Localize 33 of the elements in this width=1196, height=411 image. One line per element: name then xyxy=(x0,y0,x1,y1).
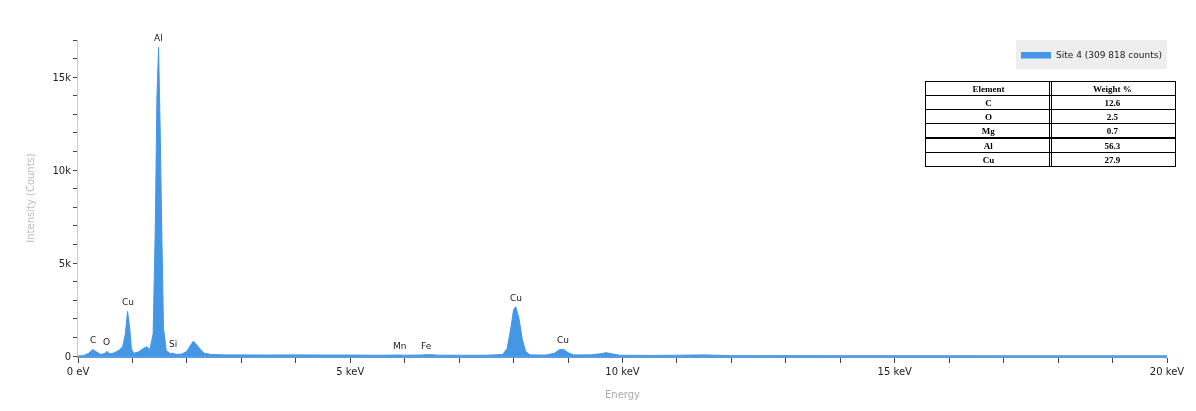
annotation: Al xyxy=(154,33,163,43)
annotation: Mn xyxy=(393,341,407,351)
annotation: Mg xyxy=(981,125,996,136)
annotation: Fe xyxy=(421,341,432,351)
annotation: Weight % xyxy=(1093,83,1132,94)
annotation: Al xyxy=(983,140,994,151)
x-tick-label: 5 keV xyxy=(336,366,365,377)
y-tick-label: 5k xyxy=(58,257,72,269)
y-tick-label: 10k xyxy=(52,164,72,176)
x-tick-label: 20 keV xyxy=(1149,366,1185,377)
x-tick-label: 15 keV xyxy=(877,366,913,377)
y-tick-label: 0 xyxy=(64,350,71,362)
annotation: 12.6 xyxy=(1104,97,1121,108)
annotation: Cu xyxy=(982,154,995,165)
x-axis-title: Energy xyxy=(604,389,641,400)
annotation: 0.7 xyxy=(1106,125,1119,136)
annotation: Cu xyxy=(557,335,569,345)
annotation: 56.3 xyxy=(1104,140,1121,151)
annotation: 2.5 xyxy=(1106,111,1119,122)
legend-label: Site 4 (309 818 counts) xyxy=(1056,50,1162,61)
annotation: C xyxy=(90,335,97,345)
annotation: C xyxy=(985,97,992,108)
annotation: Cu xyxy=(122,297,134,307)
x-tick-label: 0 eV xyxy=(66,366,90,377)
y-tick-label: 15k xyxy=(52,71,72,83)
annotation: O xyxy=(103,337,111,347)
annotation: Cu xyxy=(510,293,522,303)
y-axis-title: Intensity (Counts) xyxy=(25,153,37,243)
annotation: Si xyxy=(169,339,178,349)
annotation: O xyxy=(984,111,993,122)
annotation: Element xyxy=(972,83,1005,94)
x-tick-label: 10 keV xyxy=(605,366,640,377)
annotation: 27.9 xyxy=(1104,154,1121,165)
